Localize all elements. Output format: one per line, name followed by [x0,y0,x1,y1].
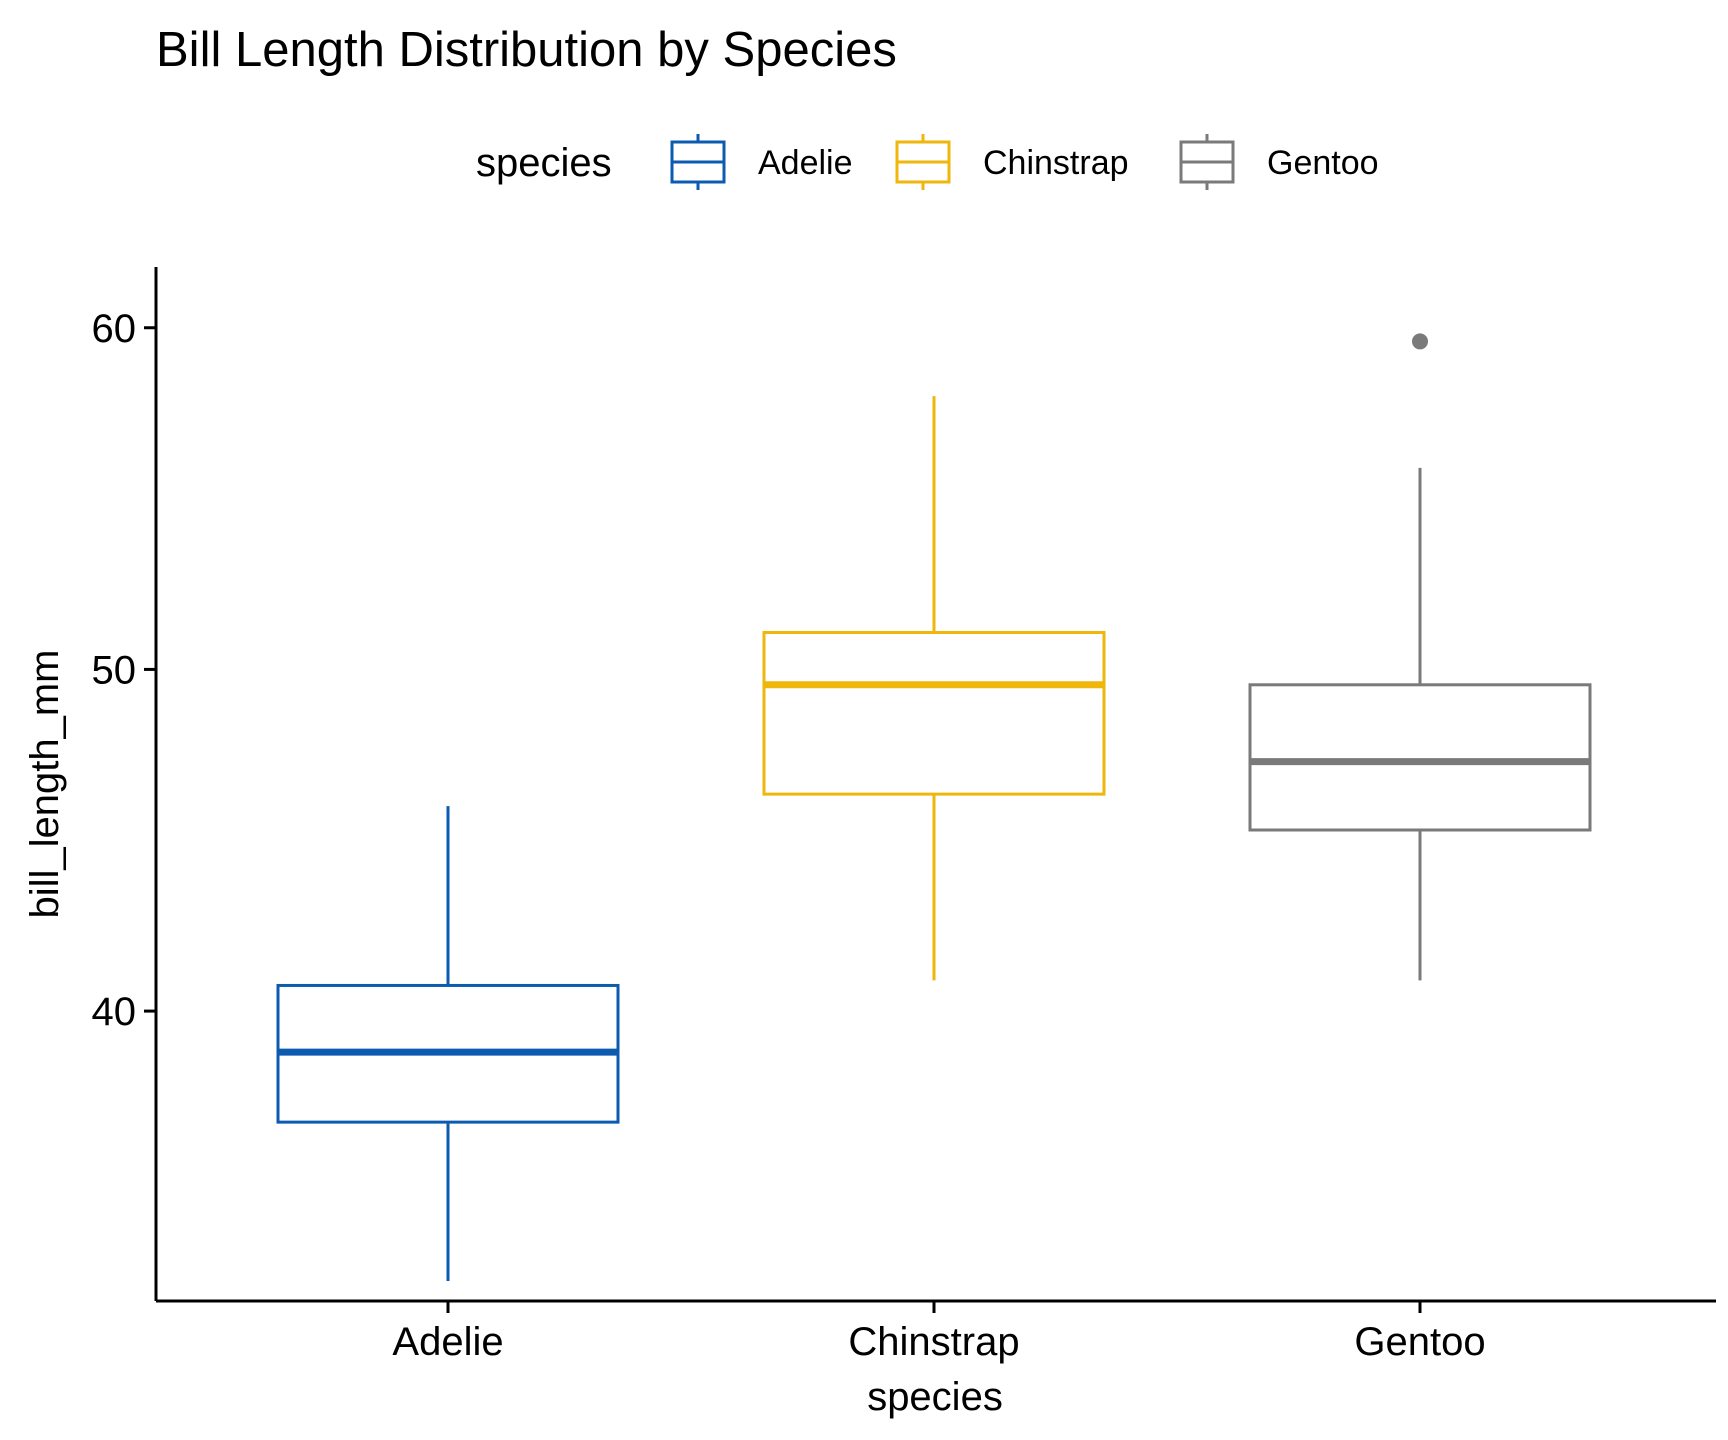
x-tick-label: Chinstrap [848,1320,1019,1364]
box-gentoo [1248,333,1592,981]
iqr-box [762,631,1106,796]
legend-title: species [476,141,612,185]
legend-label: Adelie [758,144,853,182]
legend-label: Chinstrap [983,144,1129,182]
legend: species Adelie Chinstrap Gentoo [476,134,1379,190]
y-tick-label: 50 [92,648,137,692]
iqr-box [1248,683,1592,832]
box-adelie [276,806,620,1281]
legend-item-gentoo: Gentoo [1179,134,1379,190]
box-chinstrap [762,396,1106,981]
legend-label: Gentoo [1267,144,1379,182]
x-axis-title: species [867,1375,1003,1419]
x-tick-label: Gentoo [1354,1320,1485,1364]
y-tick-label: 60 [92,307,137,351]
outlier-point [1412,333,1428,350]
legend-item-adelie: Adelie [670,134,853,190]
legend-item-chinstrap: Chinstrap [895,134,1129,190]
y-tick-label: 40 [92,990,137,1034]
x-tick-label: Adelie [392,1320,503,1364]
plot-area: 40 50 60 Adelie Chinstrap Gentoo [92,267,1716,1364]
chart-title: Bill Length Distribution by Species [156,23,897,77]
y-axis-title: bill_length_mm [23,649,67,918]
